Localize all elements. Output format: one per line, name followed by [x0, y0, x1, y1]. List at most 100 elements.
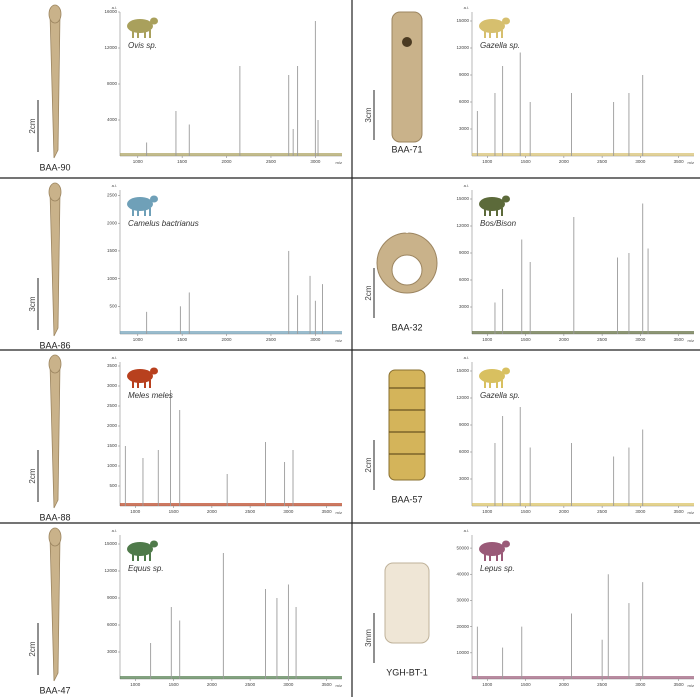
taxon-icon-head — [150, 195, 158, 203]
y-tick-label: 3000 — [107, 383, 118, 388]
x-tick-label: 2500 — [597, 509, 608, 514]
x-tick-label: 1500 — [177, 159, 188, 164]
taxon-label: Gazella sp. — [480, 41, 520, 50]
x-tick-label: 3500 — [674, 509, 685, 514]
taxon-icon-leg — [489, 553, 491, 561]
taxon-label: Meles meles — [128, 391, 173, 400]
x-tick-label: 1000 — [482, 509, 493, 514]
x-tick-label: 2500 — [266, 159, 277, 164]
x-tick-label: 3000 — [310, 337, 321, 342]
taxon-icon-leg — [149, 30, 151, 38]
y-axis-label: a.i. — [112, 528, 117, 533]
y-tick-label: 2000 — [107, 423, 118, 428]
x-tick-label: 1500 — [177, 337, 188, 342]
y-tick-label: 16000 — [104, 9, 117, 14]
y-tick-label: 6000 — [459, 99, 470, 104]
y-axis-label: a.i. — [112, 355, 117, 360]
taxon-icon-leg — [149, 208, 151, 216]
y-tick-label: 50000 — [456, 545, 469, 550]
x-tick-label: 1500 — [169, 509, 180, 514]
y-tick-label: 12000 — [456, 45, 469, 50]
taxon-icon-leg — [489, 380, 491, 388]
artifact — [391, 11, 423, 143]
taxon-icon-head — [150, 17, 158, 25]
artifact — [49, 536, 61, 682]
y-axis-label: a.i. — [464, 183, 469, 188]
x-tick-label: 1500 — [521, 509, 532, 514]
x-tick-label: 3000 — [635, 159, 646, 164]
artifact-head — [48, 354, 62, 374]
taxon-icon-leg — [137, 30, 139, 38]
y-axis-label: a.i. — [464, 5, 469, 10]
x-tick-label: 1000 — [130, 509, 141, 514]
x-tick-label: 1000 — [482, 159, 493, 164]
taxon-label: Camelus bactrianus — [128, 219, 199, 228]
y-tick-label: 15000 — [104, 541, 117, 546]
taxon-icon-leg — [137, 208, 139, 216]
x-tick-label: 3000 — [635, 682, 646, 687]
taxon-icon — [479, 542, 505, 556]
y-tick-label: 3000 — [107, 649, 118, 654]
taxon-icon-leg — [501, 553, 503, 561]
y-tick-label: 1500 — [107, 443, 118, 448]
taxon-icon-head — [502, 367, 510, 375]
artifact-head — [48, 4, 62, 24]
x-tick-label: 2000 — [207, 509, 218, 514]
y-tick-label: 2500 — [107, 193, 118, 198]
taxon-icon-leg — [132, 30, 134, 38]
taxon-icon-leg — [484, 30, 486, 38]
taxon-icon-leg — [144, 30, 146, 38]
artifact-hole — [404, 227, 410, 233]
taxon-icon — [127, 542, 153, 556]
artifact — [49, 363, 61, 509]
x-axis-label: m/z — [688, 510, 694, 515]
y-axis-label: a.i. — [112, 183, 117, 188]
baseline-noise — [120, 153, 342, 156]
taxon-icon-leg — [496, 380, 498, 388]
x-tick-label: 2000 — [559, 159, 570, 164]
taxon-icon — [479, 197, 505, 211]
artifact-head — [48, 527, 62, 547]
y-tick-label: 15000 — [456, 368, 469, 373]
x-tick-label: 3500 — [674, 337, 685, 342]
x-tick-label: 1000 — [133, 337, 144, 342]
taxon-label: Ovis sp. — [128, 41, 157, 50]
artifact — [49, 13, 61, 159]
taxon-label: Lepus sp. — [480, 564, 515, 573]
taxon-icon — [127, 197, 153, 211]
x-tick-label: 2000 — [222, 337, 233, 342]
baseline-noise — [120, 503, 342, 506]
scale-label: 3cm — [364, 107, 373, 122]
specimen-label: YGH-BT-1 — [386, 667, 428, 677]
taxon-icon — [479, 19, 505, 33]
y-tick-label: 9000 — [459, 250, 470, 255]
taxon-icon-head — [150, 367, 158, 375]
scale-label: 2cm — [28, 641, 37, 656]
x-axis-label: m/z — [336, 160, 342, 165]
x-tick-label: 3000 — [283, 509, 294, 514]
taxon-icon — [127, 369, 153, 383]
taxon-icon-leg — [496, 208, 498, 216]
taxon-icon-leg — [501, 30, 503, 38]
baseline-noise — [120, 331, 342, 334]
taxon-icon-leg — [501, 380, 503, 388]
y-tick-label: 40000 — [456, 571, 469, 576]
specimen-label: BAA-90 — [39, 162, 70, 172]
y-tick-label: 500 — [109, 303, 117, 308]
taxon-icon-leg — [496, 553, 498, 561]
x-tick-label: 1000 — [482, 682, 493, 687]
taxon-icon-leg — [489, 30, 491, 38]
y-tick-label: 1500 — [107, 248, 118, 253]
scale-label: 2cm — [28, 118, 37, 133]
x-tick-label: 3500 — [674, 682, 685, 687]
x-tick-label: 2000 — [559, 682, 570, 687]
x-axis-label: m/z — [336, 683, 342, 688]
y-tick-label: 500 — [109, 483, 117, 488]
x-axis-label: m/z — [336, 510, 342, 515]
y-tick-label: 6000 — [107, 622, 118, 627]
x-tick-label: 1500 — [521, 159, 532, 164]
y-tick-label: 9000 — [459, 72, 470, 77]
taxon-label: Equus sp. — [128, 564, 164, 573]
x-tick-label: 2500 — [597, 337, 608, 342]
y-axis-label: a.i. — [464, 528, 469, 533]
